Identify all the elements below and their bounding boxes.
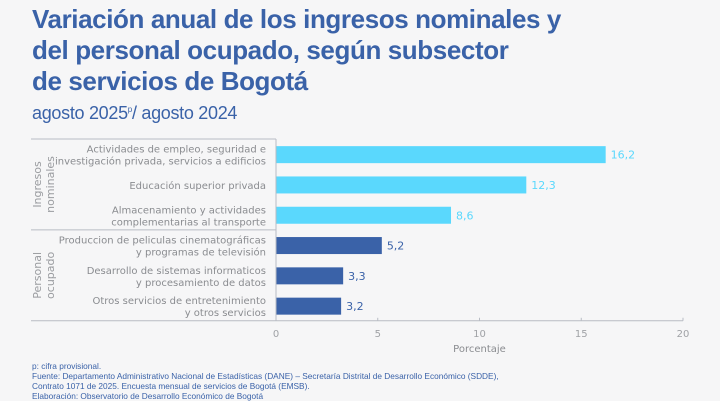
provisional-note: p: cifra provisional.: [32, 361, 102, 371]
bar: [276, 237, 382, 255]
data-label: 16,2: [611, 149, 636, 162]
group-label: ocupado: [44, 251, 57, 298]
data-label: 12,3: [531, 179, 556, 192]
chart-subtitle: agosto 2025p/ agosto 2024: [32, 103, 237, 124]
x-tick-label: 20: [677, 329, 690, 340]
data-label: 8,6: [456, 209, 474, 222]
x-tick-label: 10: [473, 329, 486, 340]
x-tick-label: 15: [575, 329, 588, 340]
category-label: Educación superior privada: [129, 180, 266, 192]
bar: [276, 297, 342, 315]
source-note-continued: Contrato 1071 de 2025. Encuesta mensual …: [32, 381, 310, 391]
category-label: Produccion de peliculas cinematográficas: [59, 235, 266, 247]
group-label: Ingresos: [31, 161, 44, 208]
bar: [276, 176, 527, 194]
title-line: Variación anual de los ingresos nominale…: [32, 4, 561, 34]
bar: [276, 206, 452, 224]
subtitle-period: agosto 2025: [32, 103, 128, 123]
x-axis-title: Porcentaje: [453, 344, 506, 355]
category-label: Otros servicios de entretenimiento: [92, 296, 266, 307]
category-label: y procesamiento de datos: [136, 278, 266, 289]
category-label: investigación privada, servicios a edifi…: [55, 156, 266, 168]
group-label: nominales: [44, 156, 57, 213]
data-label: 3,2: [346, 300, 364, 313]
data-label: 3,3: [348, 270, 366, 283]
category-label: complementarias al transporte: [111, 217, 266, 228]
category-label: Almacenamiento y actividades: [112, 205, 266, 216]
source-note: Fuente: Departamento Administrativo Naci…: [32, 371, 499, 381]
category-label: y otros servicios: [185, 308, 266, 319]
title-line: del personal ocupado, según subsector: [32, 35, 509, 65]
group-label: Personal: [31, 252, 44, 299]
provisional-marker: p: [127, 105, 132, 114]
subtitle-comparison: / agosto 2024: [131, 103, 238, 123]
x-tick-label: 0: [273, 329, 279, 340]
footnotes: p: cifra provisional. Fuente: Departamen…: [32, 361, 499, 401]
title-line: de servicios de Bogotá: [32, 66, 308, 96]
category-label: Actividades de empleo, seguridad e: [87, 145, 266, 156]
category-label: y programas de televisión: [136, 247, 266, 259]
elaboration-note: Elaboración: Observatorio de Desarrollo …: [32, 391, 264, 401]
category-label: Desarrollo de sistemas informaticos: [87, 266, 266, 277]
bar: [276, 146, 606, 164]
chart-title: Variación anual de los ingresos nominale…: [32, 4, 561, 97]
data-label: 5,2: [387, 240, 405, 253]
bar: [276, 267, 344, 285]
x-tick-label: 5: [375, 329, 381, 340]
